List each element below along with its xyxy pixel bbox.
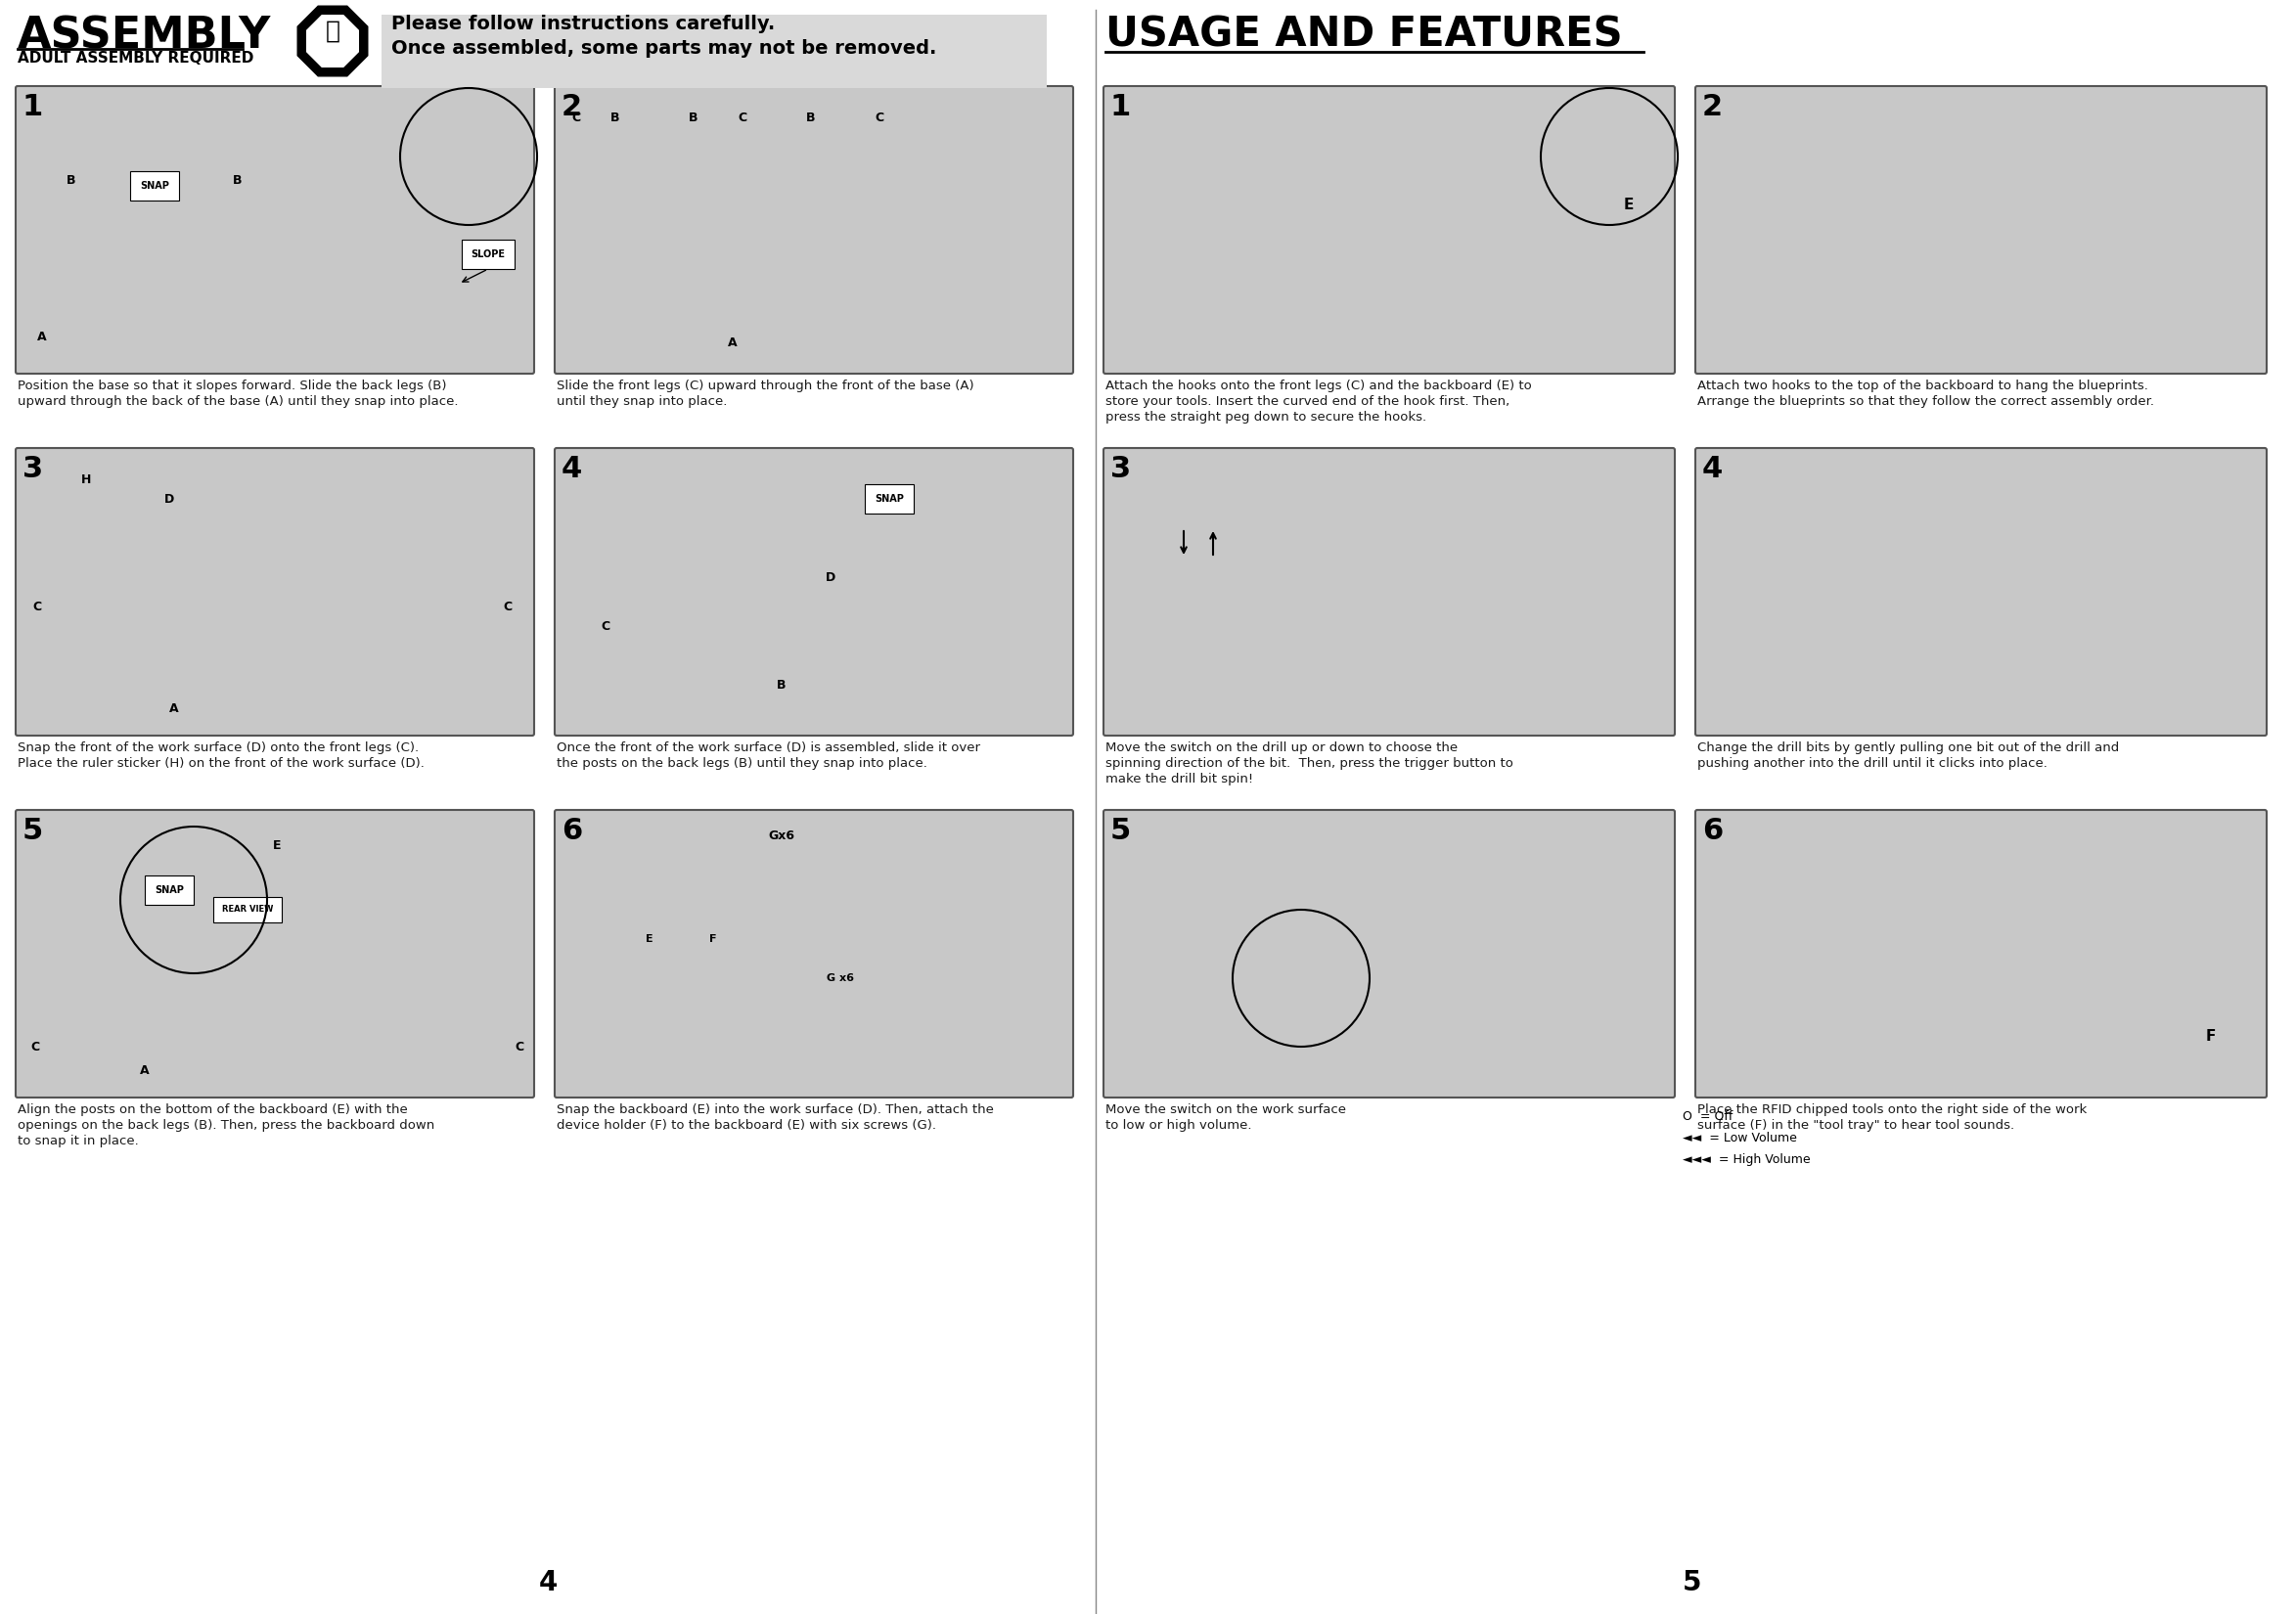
Text: Gx6: Gx6: [769, 830, 794, 843]
Text: Snap the front of the work surface (D) onto the front legs (C).
Place the ruler : Snap the front of the work surface (D) o…: [18, 741, 425, 770]
Text: 5: 5: [23, 817, 44, 846]
Text: Slide the front legs (C) upward through the front of the base (A)
until they sna: Slide the front legs (C) upward through …: [556, 379, 974, 408]
Text: SNAP: SNAP: [154, 884, 184, 896]
Text: E: E: [645, 935, 654, 944]
Text: D: D: [165, 492, 174, 505]
Text: Align the posts on the bottom of the backboard (E) with the
openings on the back: Align the posts on the bottom of the bac…: [18, 1104, 434, 1148]
Text: B: B: [776, 678, 785, 691]
Text: 2: 2: [1701, 94, 1722, 121]
Text: 3: 3: [23, 455, 44, 483]
Text: 4: 4: [1701, 455, 1722, 483]
Text: Move the switch on the drill up or down to choose the
spinning direction of the : Move the switch on the drill up or down …: [1104, 741, 1513, 786]
FancyBboxPatch shape: [556, 86, 1072, 374]
Text: USAGE AND FEATURES: USAGE AND FEATURES: [1104, 15, 1623, 56]
Text: ADULT ASSEMBLY REQUIRED: ADULT ASSEMBLY REQUIRED: [18, 52, 255, 66]
Text: H: H: [80, 473, 92, 486]
Text: REAR VIEW: REAR VIEW: [223, 905, 273, 914]
Text: SNAP: SNAP: [140, 181, 170, 190]
Text: D: D: [827, 571, 836, 584]
Text: C: C: [514, 1041, 523, 1052]
Text: E: E: [273, 839, 280, 852]
Text: B: B: [234, 174, 243, 187]
FancyBboxPatch shape: [1104, 449, 1674, 736]
Text: 2: 2: [563, 94, 583, 121]
Text: C: C: [503, 600, 512, 613]
FancyBboxPatch shape: [381, 15, 1047, 89]
Text: B: B: [611, 111, 620, 124]
Text: Please follow instructions carefully.: Please follow instructions carefully.: [390, 15, 776, 34]
Text: O  = Off: O = Off: [1683, 1110, 1733, 1123]
Text: A: A: [170, 702, 179, 715]
Text: Attach two hooks to the top of the backboard to hang the blueprints.
Arrange the: Attach two hooks to the top of the backb…: [1697, 379, 2154, 408]
Text: SNAP: SNAP: [875, 494, 905, 504]
Text: 1: 1: [23, 94, 44, 121]
Polygon shape: [305, 15, 360, 68]
Text: F: F: [709, 935, 716, 944]
FancyBboxPatch shape: [16, 86, 535, 374]
Text: F: F: [2206, 1030, 2216, 1044]
Text: Snap the backboard (E) into the work surface (D). Then, attach the
device holder: Snap the backboard (E) into the work sur…: [556, 1104, 994, 1131]
Text: SLOPE: SLOPE: [471, 250, 505, 260]
Text: ASSEMBLY: ASSEMBLY: [18, 15, 271, 56]
FancyBboxPatch shape: [1694, 86, 2266, 374]
Text: E: E: [1623, 199, 1635, 213]
Text: B: B: [689, 111, 698, 124]
Text: ◄◄◄  = High Volume: ◄◄◄ = High Volume: [1683, 1154, 1812, 1165]
Text: 6: 6: [1701, 817, 1722, 846]
Text: C: C: [875, 111, 884, 124]
Text: 5: 5: [1111, 817, 1132, 846]
Text: Change the drill bits by gently pulling one bit out of the drill and
pushing ano: Change the drill bits by gently pulling …: [1697, 741, 2119, 770]
Text: B: B: [806, 111, 815, 124]
Text: Move the switch on the work surface
to low or high volume.: Move the switch on the work surface to l…: [1104, 1104, 1345, 1131]
Text: ◄◄  = Low Volume: ◄◄ = Low Volume: [1683, 1131, 1798, 1144]
Text: A: A: [140, 1065, 149, 1078]
Text: 4: 4: [537, 1569, 558, 1596]
Text: Place the RFID chipped tools onto the right side of the work
surface (F) in the : Place the RFID chipped tools onto the ri…: [1697, 1104, 2087, 1131]
Text: 5: 5: [1683, 1569, 1701, 1596]
Text: A: A: [37, 331, 46, 344]
Text: G x6: G x6: [827, 973, 854, 983]
Text: C: C: [602, 620, 611, 633]
Text: Once assembled, some parts may not be removed.: Once assembled, some parts may not be re…: [390, 39, 937, 58]
FancyBboxPatch shape: [556, 449, 1072, 736]
FancyBboxPatch shape: [1694, 449, 2266, 736]
Text: A: A: [728, 336, 737, 349]
Text: 6: 6: [563, 817, 583, 846]
FancyBboxPatch shape: [1104, 86, 1674, 374]
FancyBboxPatch shape: [1694, 810, 2266, 1098]
Text: 1: 1: [1111, 94, 1132, 121]
Text: Attach the hooks onto the front legs (C) and the backboard (E) to
store your too: Attach the hooks onto the front legs (C)…: [1104, 379, 1531, 423]
Text: 4: 4: [563, 455, 583, 483]
Text: C: C: [737, 111, 746, 124]
Text: C: C: [572, 111, 581, 124]
Text: C: C: [32, 600, 41, 613]
Text: Once the front of the work surface (D) is assembled, slide it over
the posts on : Once the front of the work surface (D) i…: [556, 741, 980, 770]
Text: B: B: [67, 174, 76, 187]
Text: C: C: [30, 1041, 39, 1052]
FancyBboxPatch shape: [16, 810, 535, 1098]
Text: ✋: ✋: [326, 19, 340, 44]
FancyBboxPatch shape: [1104, 810, 1674, 1098]
FancyBboxPatch shape: [556, 810, 1072, 1098]
FancyBboxPatch shape: [16, 449, 535, 736]
Text: Position the base so that it slopes forward. Slide the back legs (B)
upward thro: Position the base so that it slopes forw…: [18, 379, 459, 408]
Text: 3: 3: [1111, 455, 1132, 483]
Polygon shape: [298, 6, 367, 76]
